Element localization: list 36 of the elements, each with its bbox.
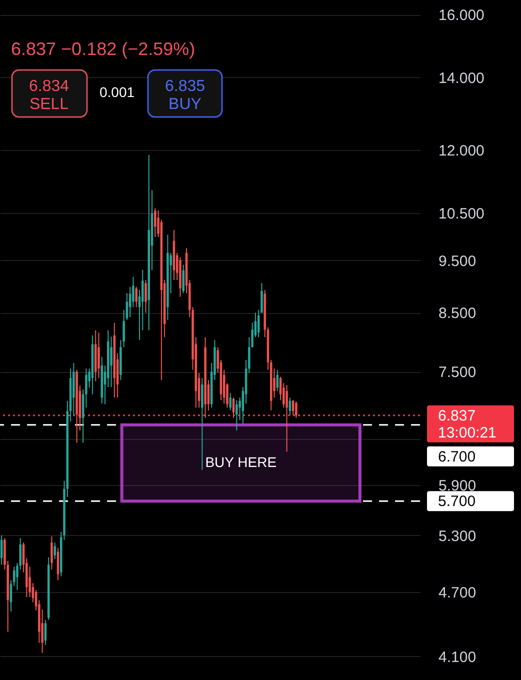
candlestick <box>182 264 184 294</box>
candlestick <box>236 400 238 432</box>
candlestick <box>135 286 138 308</box>
band-label: BUY HERE <box>205 454 277 470</box>
candlestick <box>54 542 56 560</box>
candlestick <box>286 384 288 452</box>
y-tick-label: 9.500 <box>438 252 476 270</box>
y-tick-label: 14.000 <box>438 70 484 87</box>
candlestick <box>56 548 60 581</box>
candlestick <box>50 536 53 570</box>
candlestick <box>98 332 100 379</box>
annotation: SELL <box>29 96 69 113</box>
candlestick <box>201 378 204 470</box>
ref-line-label: 6.700 <box>438 448 476 466</box>
annotation: 6.837 −0.182 (−2.59%) <box>11 39 196 59</box>
annotation: BUY <box>168 96 202 113</box>
ref-line-label: 6.837 <box>438 407 476 424</box>
annotation: 6.834 <box>28 78 70 95</box>
candlestick <box>154 208 156 238</box>
candlestick <box>229 392 232 411</box>
ref-line-label: 5.700 <box>438 493 476 510</box>
y-tick-label: 5.300 <box>438 528 476 545</box>
candlestick <box>144 280 147 314</box>
y-tick-label: 16.000 <box>438 7 484 24</box>
y-tick-label: 10.500 <box>438 206 484 223</box>
y-tick-label: 8.500 <box>438 305 476 322</box>
candlestick <box>110 336 112 388</box>
y-tick-label: 4.700 <box>438 584 476 602</box>
text: 13:00:21 <box>438 424 496 442</box>
candlestick <box>295 401 298 418</box>
y-tick-label: 12.000 <box>438 142 484 160</box>
y-tick-label: 4.100 <box>438 648 476 666</box>
y-tick-label: 5.900 <box>438 477 476 494</box>
annotation: 6.835 <box>164 78 206 95</box>
annotation: 0.001 <box>99 84 135 100</box>
y-tick-label: 7.500 <box>438 364 476 382</box>
